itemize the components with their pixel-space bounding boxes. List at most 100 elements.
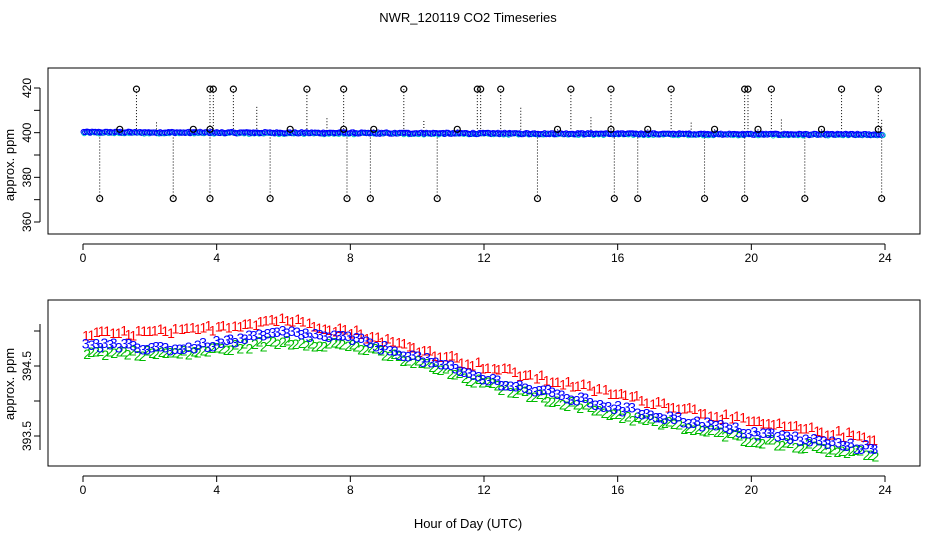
bottom-point-series-1: 1 (353, 322, 361, 338)
bottom-point-series-3: 3 (469, 367, 477, 383)
bottom-point-series-1: 1 (421, 343, 429, 359)
bottom-point-series-2: 2 (778, 437, 786, 453)
bottom-point-series-3: 3 (409, 347, 417, 363)
bottom-point-series-3: 3 (783, 428, 791, 444)
bottom-point-series-2: 2 (606, 407, 614, 423)
bottom-point-series-1: 1 (475, 354, 483, 370)
bottom-point-series-3: 3 (828, 433, 836, 449)
top-outlier-point (229, 85, 237, 93)
bottom-point-series-3: 3 (386, 343, 394, 359)
bottom-point-series-3: 3 (423, 350, 431, 366)
bottom-point-series-2: 2 (447, 366, 455, 382)
bottom-point-series-3: 3 (125, 336, 133, 352)
bottom-point-series-3: 3 (372, 338, 380, 354)
bottom-point-series-2: 2 (357, 342, 365, 358)
bottom-point-series-3: 3 (269, 324, 277, 340)
bottom-point-series-1: 1 (860, 429, 868, 445)
bottom-point-series-2: 2 (526, 389, 534, 405)
bottom-point-series-3: 3 (395, 347, 403, 363)
bottom-point-series-3: 3 (567, 392, 575, 408)
top-plot-frame (47, 67, 921, 235)
bottom-point-series-1: 1 (750, 413, 758, 429)
bottom-point-series-2: 2 (87, 344, 95, 360)
top-outlier-point (710, 125, 719, 133)
bottom-point-series-1: 1 (209, 323, 217, 339)
bottom-point-series-2: 2 (521, 383, 529, 399)
bottom-point-series-2: 2 (531, 389, 539, 405)
bottom-point-series-2: 2 (618, 410, 626, 426)
bottom-point-series-3: 3 (180, 341, 188, 357)
bottom-point-series-3: 3 (512, 379, 520, 395)
bottom-point-series-3: 3 (680, 414, 688, 430)
bottom-point-series-1: 1 (516, 368, 524, 384)
bottom-point-series-1: 1 (172, 320, 180, 336)
bottom-point-series-1: 1 (511, 364, 519, 380)
bottom-point-series-1: 1 (617, 386, 625, 402)
bottom-point-series-1: 1 (115, 325, 123, 341)
bottom-point-series-3: 3 (862, 437, 870, 453)
bottom-point-series-1: 1 (426, 342, 434, 358)
bottom-point-series-2: 2 (236, 340, 244, 356)
bottom-point-series-3: 3 (82, 335, 90, 351)
bottom-point-series-3: 3 (660, 411, 668, 427)
bottom-point-series-2: 2 (302, 338, 310, 354)
bottom-point-series-3: 3 (316, 326, 324, 342)
bottom-point-series-2: 2 (755, 434, 763, 450)
bottom-point-series-1: 1 (802, 420, 810, 436)
top-y-tick-label: 420 (20, 78, 34, 98)
bottom-point-series-1: 1 (829, 427, 837, 443)
bottom-point-series-1: 1 (506, 361, 514, 377)
bottom-point-series-3: 3 (563, 390, 571, 406)
top-outlier-point (206, 194, 214, 203)
bottom-point-series-3: 3 (768, 425, 776, 441)
bottom-point-series-3: 3 (391, 343, 399, 359)
bottom-point-series-1: 1 (129, 327, 137, 343)
bottom-point-series-1: 1 (315, 320, 323, 336)
bottom-point-series-1: 1 (93, 324, 101, 340)
bottom-point-series-3: 3 (414, 348, 422, 364)
top-y-tick-label: 380 (20, 167, 34, 187)
bottom-point-series-3: 3 (824, 436, 832, 452)
bottom-point-series-2: 2 (166, 344, 174, 360)
bottom-point-series-2: 2 (829, 442, 837, 458)
bottom-point-series-2: 2 (172, 345, 180, 361)
bottom-point-series-1: 1 (306, 315, 314, 331)
bottom-point-series-1: 1 (681, 401, 689, 417)
bottom-point-series-3: 3 (348, 332, 356, 348)
bottom-point-series-1: 1 (157, 321, 165, 337)
bottom-point-series-2: 2 (432, 361, 440, 377)
bottom-point-series-2: 2 (143, 342, 151, 358)
bottom-point-series-1: 1 (533, 371, 541, 387)
bottom-point-series-3: 3 (157, 339, 165, 355)
bottom-point-series-1: 1 (453, 350, 461, 366)
bottom-point-series-2: 2 (414, 352, 422, 368)
top-outlier-point (700, 194, 709, 203)
bottom-plot-frame (47, 299, 921, 467)
bottom-point-series-2: 2 (563, 398, 571, 414)
bottom-point-series-1: 1 (436, 349, 444, 365)
top-outlier-point (132, 85, 141, 93)
top-outlier-point (741, 85, 749, 93)
bottom-point-series-2: 2 (699, 423, 707, 439)
bottom-point-series-3: 3 (778, 427, 786, 443)
bottom-point-series-3: 3 (353, 329, 361, 345)
bottom-point-series-3: 3 (130, 338, 138, 354)
bottom-point-series-3: 3 (311, 325, 319, 341)
bottom-point-series-2: 2 (334, 335, 342, 351)
bottom-point-series-1: 1 (262, 313, 270, 329)
bottom-point-series-2: 2 (134, 348, 142, 364)
bottom-point-series-3: 3 (610, 401, 618, 417)
bottom-y-tick-label: 394.5 (20, 351, 34, 381)
top-outlier-point (189, 125, 197, 133)
bottom-point-series-2: 2 (624, 409, 632, 425)
bottom-point-series-2: 2 (442, 361, 450, 377)
top-outlier-point (744, 85, 752, 93)
bottom-point-series-1: 1 (707, 408, 715, 424)
bottom-point-series-1: 1 (321, 321, 329, 337)
bottom-point-series-1: 1 (649, 396, 657, 412)
bottom-point-series-3: 3 (96, 340, 104, 356)
bottom-point-series-1: 1 (775, 415, 783, 431)
bottom-point-series-3: 3 (381, 337, 389, 353)
bottom-point-series-3: 3 (525, 381, 533, 397)
bottom-point-series-1: 1 (739, 409, 747, 425)
